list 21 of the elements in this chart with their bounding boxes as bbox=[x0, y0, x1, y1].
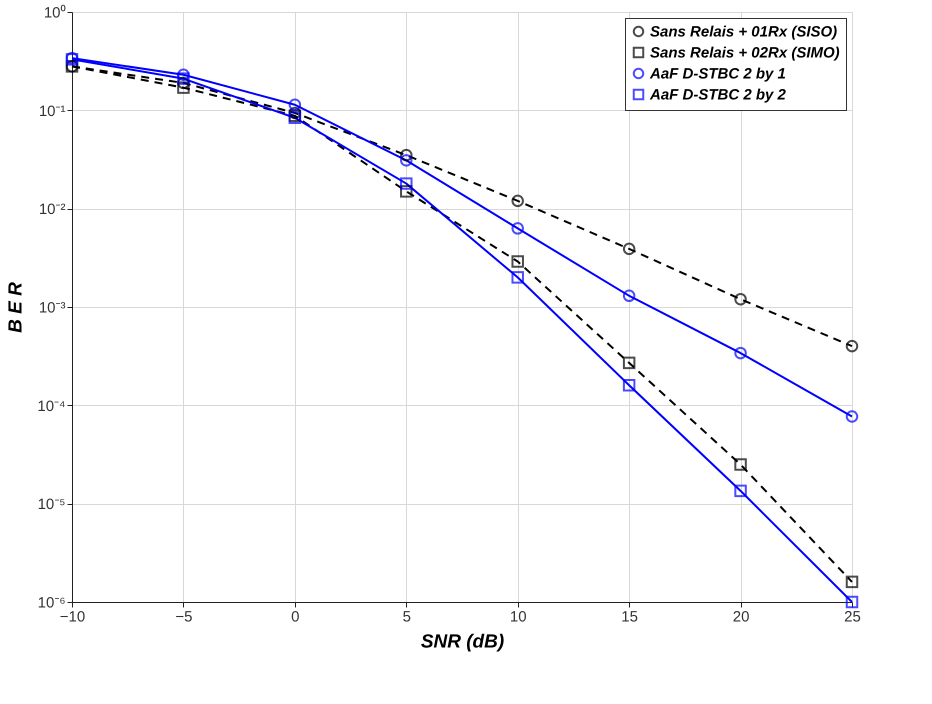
legend-label: AaF D-STBC 2 by 1 bbox=[649, 66, 786, 82]
y-tick-label: 10⁻³ bbox=[38, 300, 66, 316]
x-tick-label: −10 bbox=[60, 608, 86, 626]
legend-label: AaF D-STBC 2 by 2 bbox=[649, 86, 787, 104]
y-tick-label: 10⁰ bbox=[44, 4, 66, 22]
y-tick-label: 10⁻¹ bbox=[38, 102, 66, 120]
legend-label: Sans Relais + 02Rx (SIMO) bbox=[650, 44, 840, 62]
x-tick-label: 0 bbox=[291, 608, 300, 626]
x-tick-label: 10 bbox=[510, 608, 527, 626]
legend-label: Sans Relais + 01Rx (SISO) bbox=[650, 24, 838, 40]
x-axis-title: SNR (dB) bbox=[420, 632, 504, 652]
x-tick-label: 25 bbox=[844, 608, 861, 626]
y-tick-label: 10⁻² bbox=[38, 201, 66, 218]
y-axis-title: B E R bbox=[5, 282, 26, 333]
y-tick-label: 10⁻⁵ bbox=[38, 496, 66, 514]
x-tick-label: −5 bbox=[175, 608, 192, 626]
y-tick-label: 10⁻⁶ bbox=[38, 594, 66, 612]
x-tick-label: 15 bbox=[621, 608, 638, 626]
x-tick-label: 5 bbox=[402, 608, 411, 626]
x-tick-label: 20 bbox=[732, 608, 750, 626]
y-tick-label: 10⁻⁴ bbox=[37, 398, 66, 415]
